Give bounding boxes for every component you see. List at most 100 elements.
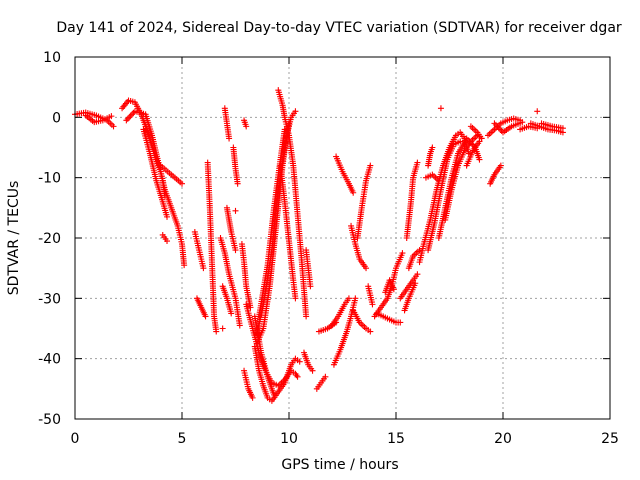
data-point — [476, 156, 483, 163]
chart-title: Day 141 of 2024, Sidereal Day-to-day VTE… — [56, 20, 622, 36]
data-point — [399, 250, 406, 257]
series-arc-08 — [191, 228, 207, 272]
data-point — [292, 108, 299, 115]
data-point — [213, 328, 220, 335]
series-arc-20 — [243, 301, 301, 389]
series-arc-11 — [217, 235, 243, 329]
series-arc-10 — [204, 159, 220, 335]
data-point — [519, 119, 526, 126]
series-arc-22 — [251, 343, 303, 404]
series-arc-27 — [275, 87, 310, 320]
series-arc-62 — [538, 120, 566, 132]
series-arc-46 — [405, 247, 423, 272]
data-point — [457, 138, 464, 145]
data-point — [127, 112, 134, 119]
series-arc-42 — [382, 277, 397, 296]
series-arc-13 — [221, 105, 233, 142]
series-arc-06 — [157, 162, 185, 187]
data-point — [478, 135, 485, 142]
series-arc-48 — [425, 138, 464, 254]
data-point — [309, 367, 316, 374]
series-arc-57 — [487, 162, 504, 187]
series-arc-51 — [435, 135, 483, 241]
series-arc-12 — [219, 283, 235, 317]
y-tick-label: -30 — [38, 291, 61, 307]
data-point — [414, 271, 421, 278]
data-point — [130, 109, 137, 116]
series-arc-29 — [300, 349, 316, 374]
series-arc-30 — [303, 247, 314, 290]
data-point — [369, 301, 376, 308]
y-tick-label: -10 — [38, 171, 61, 187]
data-point — [414, 159, 421, 166]
y-axis-label: SDTVAR / TECUs — [6, 181, 22, 296]
data-point — [345, 295, 352, 302]
series-arc-14 — [223, 204, 239, 254]
series-arc-45 — [403, 159, 421, 241]
series-arc-49 — [422, 171, 442, 184]
x-tick-label: 5 — [178, 431, 187, 447]
data-point — [497, 162, 504, 169]
series-arc-05 — [140, 126, 171, 220]
series-arc-03 — [119, 97, 188, 269]
series-arc-16 — [238, 241, 254, 311]
data-point — [534, 108, 541, 115]
y-tick-label: 0 — [52, 110, 61, 126]
series-arc-09 — [193, 295, 209, 320]
data-point — [437, 105, 444, 112]
data-point — [232, 207, 239, 214]
series-arc-19 — [219, 325, 226, 332]
series-arc-53 — [442, 132, 485, 223]
data-point — [294, 373, 301, 380]
series-arc-44 — [401, 280, 419, 314]
data-point — [243, 123, 250, 130]
data-point — [350, 189, 357, 196]
data-point — [429, 144, 436, 151]
data-point — [179, 180, 185, 187]
series-arc-37 — [350, 307, 374, 335]
data-point — [247, 304, 254, 311]
data-point — [367, 162, 374, 169]
series-arc-39 — [365, 283, 376, 308]
data-point — [202, 313, 209, 320]
data-point — [390, 286, 397, 293]
data-point — [226, 135, 233, 142]
data-point — [108, 113, 115, 120]
data-point — [249, 394, 256, 401]
x-tick-label: 10 — [280, 431, 298, 447]
series-arc-55 — [467, 123, 485, 142]
data-point — [476, 138, 483, 145]
data-point — [322, 373, 329, 380]
series-arc-02 — [82, 112, 115, 126]
series-arc-18 — [232, 207, 239, 214]
data-point — [181, 262, 188, 269]
series-arc-32 — [313, 373, 329, 392]
data-point — [286, 120, 292, 127]
data-point — [219, 325, 226, 332]
series-arc-26 — [251, 313, 278, 398]
data-point — [292, 295, 299, 302]
series-arc-04 — [123, 108, 168, 199]
x-tick-label: 15 — [387, 431, 405, 447]
data-point — [236, 322, 243, 329]
series-arc-58 — [491, 119, 526, 136]
data-point — [110, 123, 117, 130]
data-point — [123, 117, 130, 124]
data-point — [296, 358, 303, 365]
series-arc-43 — [397, 271, 421, 302]
series-arc-61 — [534, 108, 541, 115]
series-arc-35 — [333, 153, 357, 196]
data-points — [72, 87, 566, 404]
series-arc-07 — [159, 231, 171, 245]
y-tick-label: -20 — [38, 231, 61, 247]
data-point — [363, 265, 370, 272]
x-tick-label: 0 — [71, 431, 80, 447]
data-point — [293, 372, 300, 379]
series-arc-15 — [230, 144, 241, 187]
axes: 0 5 10 15 20 25 -50 -40 -30 -20 -10 0 10 — [38, 50, 619, 447]
series-arc-54 — [463, 138, 483, 169]
y-tick-label: 10 — [43, 50, 61, 66]
data-point — [352, 295, 359, 302]
data-point — [303, 313, 310, 320]
